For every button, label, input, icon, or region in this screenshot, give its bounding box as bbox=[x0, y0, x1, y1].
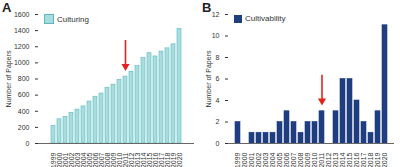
svg-text:2000: 2000 bbox=[241, 152, 248, 167]
svg-text:200: 200 bbox=[18, 124, 30, 131]
svg-text:2020: 2020 bbox=[176, 152, 183, 167]
svg-text:2020: 2020 bbox=[381, 152, 388, 167]
svg-text:2013: 2013 bbox=[332, 152, 339, 167]
svg-text:1600: 1600 bbox=[14, 11, 30, 18]
svg-text:2006: 2006 bbox=[283, 152, 290, 167]
svg-text:2015: 2015 bbox=[346, 152, 353, 167]
svg-text:2011: 2011 bbox=[318, 152, 325, 167]
svg-text:8: 8 bbox=[216, 54, 220, 61]
svg-text:800: 800 bbox=[18, 75, 30, 82]
svg-text:0: 0 bbox=[216, 140, 220, 147]
svg-text:1000: 1000 bbox=[14, 59, 30, 66]
svg-text:2002: 2002 bbox=[255, 152, 262, 167]
svg-text:2007: 2007 bbox=[290, 152, 297, 167]
svg-text:2004: 2004 bbox=[269, 152, 276, 167]
svg-text:2001: 2001 bbox=[248, 152, 255, 167]
svg-text:2016: 2016 bbox=[353, 152, 360, 167]
svg-text:10: 10 bbox=[212, 32, 220, 39]
html-text:Culturing: Culturing bbox=[57, 14, 89, 24]
svg-text:Number of Papers: Number of Papers bbox=[205, 50, 213, 107]
svg-text:400: 400 bbox=[18, 107, 30, 114]
svg-text:Number of Papers: Number of Papers bbox=[5, 50, 13, 107]
svg-text:1400: 1400 bbox=[14, 27, 30, 34]
svg-text:12: 12 bbox=[212, 11, 220, 18]
svg-text:0: 0 bbox=[26, 140, 30, 147]
svg-text:1200: 1200 bbox=[14, 43, 30, 50]
svg-text:2009: 2009 bbox=[304, 152, 311, 167]
svg-text:2018: 2018 bbox=[367, 152, 374, 167]
svg-text:1999: 1999 bbox=[234, 152, 241, 167]
svg-text:2003: 2003 bbox=[262, 152, 269, 167]
svg-text:6: 6 bbox=[216, 75, 220, 82]
html-text:Cultivability: Cultivability bbox=[245, 14, 286, 23]
svg-text:2005: 2005 bbox=[276, 152, 283, 167]
html-text:B: B bbox=[202, 0, 212, 15]
svg-text:2014: 2014 bbox=[339, 152, 346, 167]
svg-text:2019: 2019 bbox=[374, 152, 381, 167]
svg-text:2012: 2012 bbox=[325, 152, 332, 167]
svg-text:2008: 2008 bbox=[297, 152, 304, 167]
svg-text:2017: 2017 bbox=[360, 152, 367, 167]
svg-text:4: 4 bbox=[216, 97, 220, 104]
svg-text:2010: 2010 bbox=[311, 152, 318, 167]
svg-text:2: 2 bbox=[216, 118, 220, 125]
html-text:A: A bbox=[2, 0, 12, 15]
svg-text:600: 600 bbox=[18, 91, 30, 98]
